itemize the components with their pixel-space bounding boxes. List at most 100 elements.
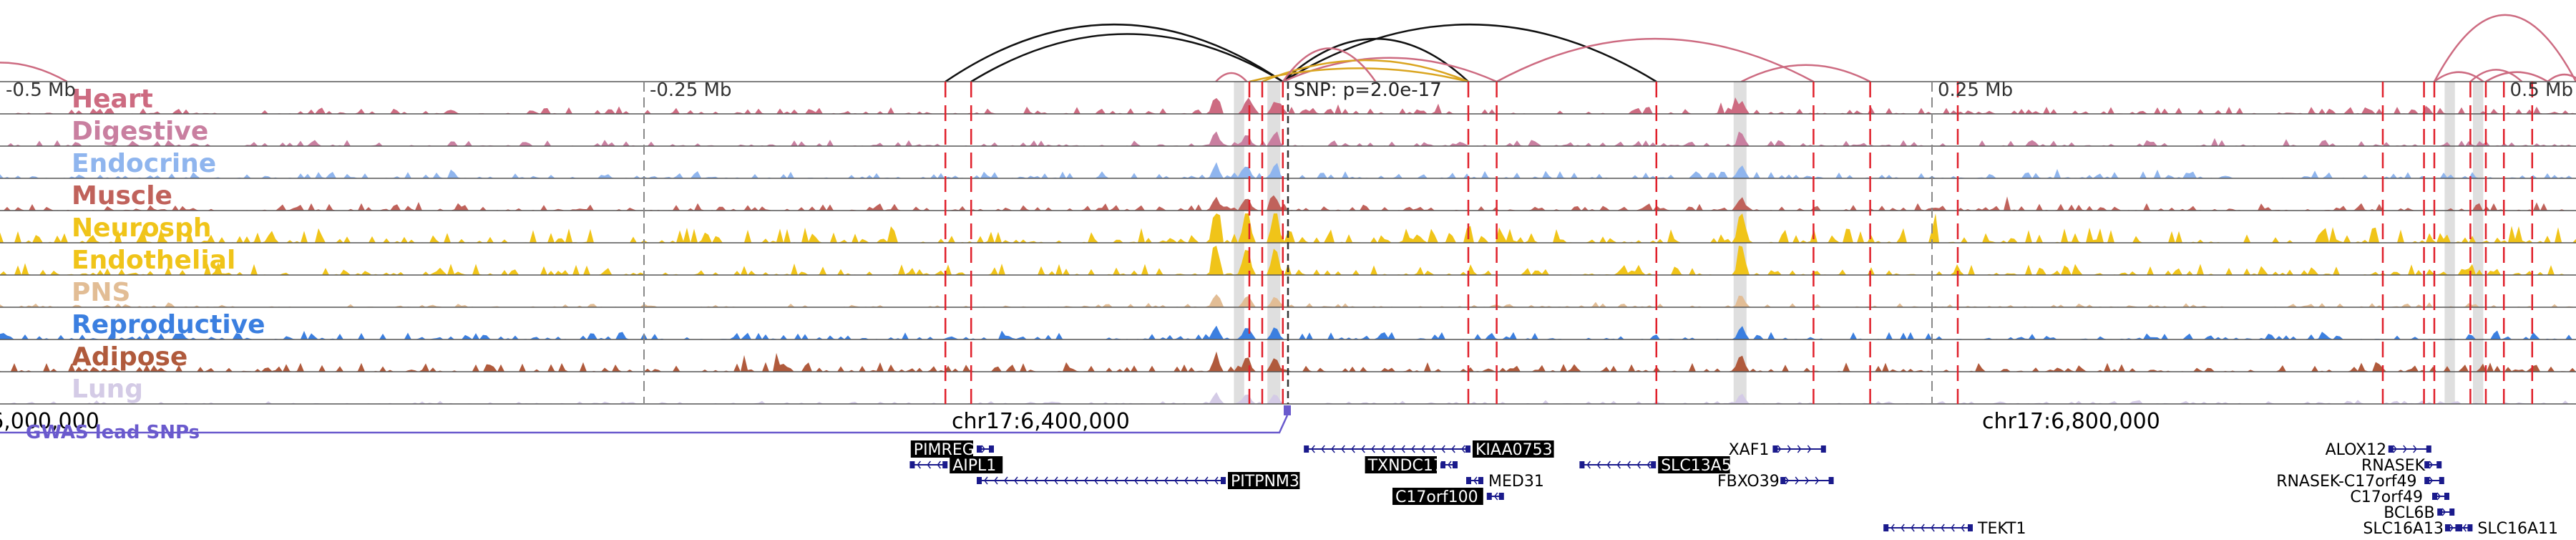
track-lung: Lung [0,371,2576,404]
chromatin-loop-arc [1282,37,1469,82]
gene-pimreg: PIMREG [910,440,994,459]
gene-med31: MED31 [1466,473,1544,491]
chromatin-loop-arc [1249,67,1469,83]
gene-exon [1465,445,1470,453]
strand-arrows [2436,492,2441,501]
gene-tekt1: TEKT1 [1883,520,2026,538]
gene-exon [2424,461,2430,468]
strand-arrows [1311,445,1465,453]
gene-exon [1304,445,1309,453]
gene-slc13a5: SLC13A5 [1579,456,1732,475]
gene-exon [1221,477,1226,484]
gene-label-highlight [910,440,973,458]
gwas-connector-line [0,415,1289,434]
gene-exon [2426,445,2431,453]
strand-arrows [2441,508,2446,516]
gene-exon [2439,477,2444,484]
track-label: Muscle [72,181,172,211]
gene-c17orf49: C17orf49 [2350,488,2449,506]
strand-arrows [1473,476,1478,485]
gene-exon [977,445,982,453]
marker-lines [643,82,2534,404]
gene-exon [1820,445,1826,453]
chromatin-loop-arc [2547,73,2576,82]
gene-label: FBXO39 [1717,473,1780,491]
gene-exon [2445,524,2450,531]
strand-arrows [1586,461,1651,469]
gene-label: SLC16A11 [2477,520,2558,537]
gene-label: PIMREG [914,441,975,459]
gene-label-highlight [1365,456,1437,473]
gene-fbxo39: FBXO39 [1717,473,1834,491]
gene-rnasek-c17orf49: RNASEK-C17orf49 [2276,473,2444,491]
track-label: Heart [72,85,153,114]
gene-exon [2455,524,2461,531]
gene-aipl1: AIPL1 [909,456,1003,475]
gene-exon [1780,477,1786,484]
scale-label: 0.25 Mb [1938,79,2013,101]
gene-rnasek: RNASEK [2361,457,2442,475]
gene-exon [1828,477,1834,484]
axis-tick-label: chr17:6,800,000 [1982,409,2160,434]
gene-label: MED31 [1488,473,1544,491]
track-label: Reproductive [72,310,265,339]
gene-label: TEKT1 [1977,520,2026,537]
gene-label: AIPL1 [952,457,996,475]
gwas-track: GWAS lead SNPs [0,405,1291,443]
gene-label-highlight [1658,456,1730,473]
chromatin-loop-arc [1282,24,1657,83]
gene-exon [1498,493,1504,500]
signal-neurosph [0,213,2576,243]
track-label: PNS [72,278,130,307]
gene-exon [909,461,915,468]
gene-exon [2444,493,2449,500]
gene-exon [1478,477,1483,484]
strand-arrows [981,445,985,453]
gene-label: TXNDC17 [1367,457,1443,475]
axis-tick-label: chr17:6,000,000 [0,409,99,434]
track-label: Endothelial [72,246,235,275]
gene-slc16a11: SLC16A11 [2455,520,2558,538]
strand-arrows [2429,476,2434,485]
scale-label: -0.25 Mb [650,79,731,101]
strand-arrows [1785,476,1820,485]
chromatin-loop-arc [0,62,68,83]
gene-exon [977,477,982,484]
gene-slc16a13: SLC16A13 [2363,520,2462,538]
signal-adipose [0,351,2576,372]
gene-exon [1651,461,1657,468]
chromatin-loop-arc [2485,71,2549,83]
gene-label: RNASEK [2361,457,2426,475]
strand-arrows [984,476,1219,485]
chromatin-loop-arc [2434,71,2484,82]
gene-bcl6b: BCL6B [2384,504,2455,522]
strand-arrows [2462,524,2467,532]
strand-arrows [2449,524,2454,532]
gene-label: PITPNM3 [1231,473,1299,491]
strand-arrows [2393,445,2417,453]
gene-exon [2467,524,2473,531]
track-neurosph: Neurosph [0,210,2576,243]
track-label: Endocrine [72,149,216,178]
gene-label: C17orf49 [2350,488,2423,506]
gene-exon [2437,508,2443,516]
chromatin-loop-arc [2433,14,2576,82]
gene-label: C17orf100 [1395,488,1478,506]
gene-exon [1968,524,1973,531]
gene-exon [1772,445,1778,453]
gene-label-highlight [1473,440,1554,458]
strand-arrows [1777,445,1812,453]
scale-label: -0.5 Mb [6,79,76,101]
gene-exon [1883,524,1889,531]
scale-label: 0.5 Mb [2509,79,2573,101]
gene-label: BCL6B [2384,504,2434,522]
gene-exon [2436,461,2442,468]
strand-arrows [1448,461,1452,469]
gene-label: SLC16A13 [2363,520,2444,537]
gene-kiaa0753: KIAA0753 [1304,440,1554,459]
gene-label: ALOX12 [2326,441,2387,459]
chromatin-loop-arc [970,33,1284,83]
gene-label-highlight [1392,488,1483,505]
gene-label: XAF1 [1729,441,1770,459]
